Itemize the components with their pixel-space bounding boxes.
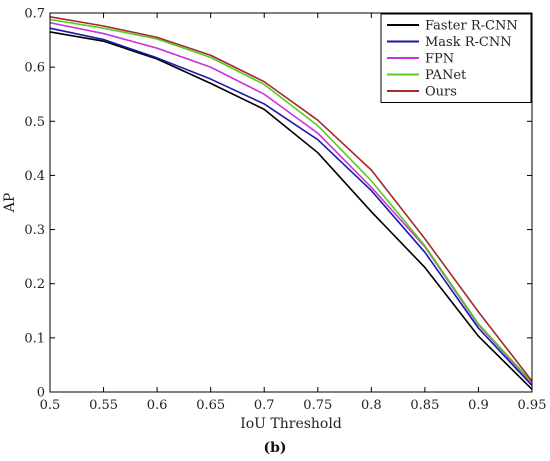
- legend-label: FPN: [425, 52, 454, 67]
- y-tick-label: 0.1: [24, 331, 45, 346]
- y-tick-label: 0: [37, 386, 45, 401]
- y-tick-label: 0.5: [24, 115, 45, 130]
- legend-label: Faster R-CNN: [425, 19, 518, 34]
- y-tick-label: 0.2: [24, 277, 45, 292]
- x-tick-label: 0.8: [361, 398, 382, 413]
- legend-label: PANet: [425, 68, 467, 83]
- y-tick-label: 0.6: [24, 61, 45, 76]
- figure-caption: (b): [263, 440, 286, 456]
- x-tick-label: 0.6: [147, 398, 168, 413]
- x-tick-label: 0.65: [196, 398, 225, 413]
- y-tick-label: 0.4: [24, 169, 45, 184]
- y-tick-label: 0.3: [24, 223, 45, 238]
- x-tick-label: 0.5: [40, 398, 61, 413]
- x-tick-label: 0.85: [410, 398, 439, 413]
- x-tick-label: 0.55: [89, 398, 118, 413]
- legend-label: Mask R-CNN: [425, 35, 512, 50]
- series-line-mask-r-cnn: [49, 27, 533, 387]
- y-axis-label: AP: [2, 193, 18, 214]
- y-tick-label: 0.7: [24, 7, 45, 22]
- legend-label: Ours: [425, 85, 457, 100]
- x-axis-label: IoU Threshold: [240, 416, 342, 432]
- x-tick-label: 0.9: [468, 398, 489, 413]
- series-line-faster-r-cnn: [49, 31, 533, 390]
- x-tick-label: 0.95: [518, 398, 547, 413]
- plot-frame: [49, 12, 533, 393]
- series-line-ours: [49, 16, 533, 382]
- x-tick-label: 0.75: [303, 398, 332, 413]
- x-tick-label: 0.7: [254, 398, 275, 413]
- series-line-panet: [49, 18, 533, 383]
